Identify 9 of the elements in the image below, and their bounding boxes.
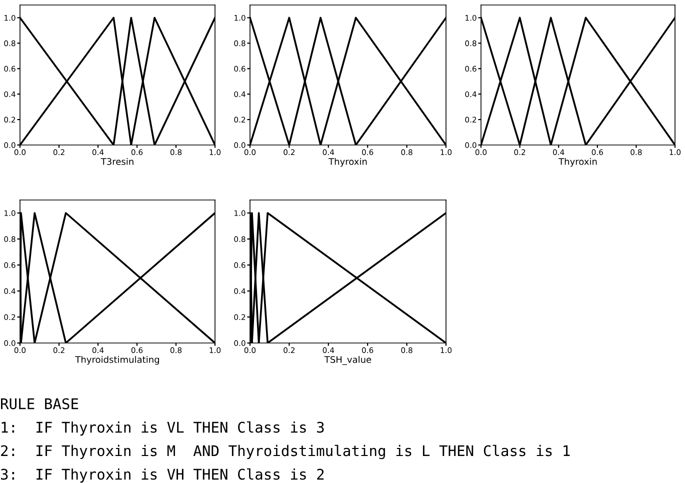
x-axis-title: T3resin — [100, 158, 134, 165]
x-axis-title: Thyroidstimulating — [75, 356, 160, 365]
x-axis-title: Thyroxin — [328, 158, 367, 167]
text: 2: IF Thyroxin is M AND Thyroidstimulating is L THEN Class is 1 — [1, 444, 570, 460]
text: 3: IF Thyroxin is VH THEN Class is 2 — [0, 468, 324, 483]
x-axis-title: TSH_value — [324, 356, 372, 365]
text: RULE BASE — [1, 398, 78, 410]
text: 1: IF Thyroxin is VL THEN Class is 3 — [2, 421, 324, 436]
x-axis-title: Thyroxin — [558, 158, 597, 167]
